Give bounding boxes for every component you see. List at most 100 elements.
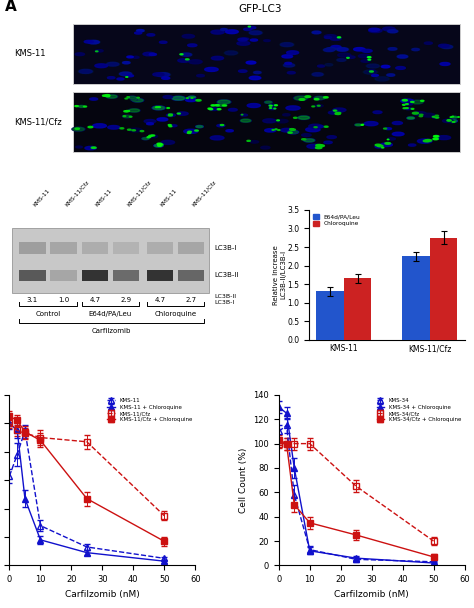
Circle shape: [123, 61, 130, 64]
Circle shape: [305, 96, 310, 97]
Circle shape: [149, 135, 157, 138]
Circle shape: [314, 98, 319, 100]
Circle shape: [90, 98, 98, 100]
Circle shape: [95, 64, 108, 67]
X-axis label: Carfilzomib (nM): Carfilzomib (nM): [65, 590, 140, 599]
Text: LC3B-II
LC3B-I: LC3B-II LC3B-I: [214, 294, 236, 305]
Circle shape: [401, 99, 414, 103]
Circle shape: [240, 119, 251, 122]
Circle shape: [75, 128, 80, 130]
Circle shape: [314, 96, 325, 100]
Circle shape: [211, 57, 224, 60]
Circle shape: [265, 101, 272, 103]
Circle shape: [396, 66, 405, 69]
Circle shape: [189, 96, 195, 98]
Circle shape: [155, 72, 171, 77]
Circle shape: [125, 98, 128, 99]
Circle shape: [411, 108, 414, 109]
Circle shape: [161, 140, 174, 144]
Circle shape: [153, 73, 164, 76]
Circle shape: [355, 124, 361, 126]
Circle shape: [128, 97, 136, 98]
Circle shape: [153, 106, 164, 109]
Circle shape: [293, 96, 308, 100]
Circle shape: [129, 128, 142, 132]
Circle shape: [228, 108, 237, 111]
Circle shape: [181, 53, 191, 56]
Circle shape: [419, 116, 422, 117]
Circle shape: [293, 117, 297, 119]
Text: KMS-11/Cfz: KMS-11/Cfz: [191, 179, 217, 207]
Circle shape: [328, 111, 338, 114]
Circle shape: [385, 128, 392, 130]
Circle shape: [374, 77, 390, 81]
Circle shape: [96, 51, 98, 52]
Circle shape: [299, 98, 305, 100]
Circle shape: [72, 127, 85, 131]
Circle shape: [220, 29, 228, 30]
Circle shape: [248, 30, 263, 35]
Circle shape: [398, 55, 408, 58]
Circle shape: [409, 144, 416, 146]
Circle shape: [250, 140, 259, 143]
Circle shape: [312, 31, 321, 33]
Circle shape: [216, 104, 223, 106]
Circle shape: [195, 130, 198, 131]
Circle shape: [387, 74, 394, 76]
Circle shape: [122, 61, 130, 64]
Circle shape: [336, 47, 349, 51]
Circle shape: [127, 56, 133, 58]
Circle shape: [324, 35, 337, 38]
Text: Carfilzomib: Carfilzomib: [92, 328, 131, 334]
Circle shape: [142, 137, 149, 140]
Circle shape: [169, 114, 173, 115]
Circle shape: [108, 77, 115, 79]
Circle shape: [105, 95, 110, 96]
Circle shape: [411, 100, 423, 104]
Circle shape: [452, 116, 457, 118]
Circle shape: [155, 145, 163, 147]
Circle shape: [303, 139, 315, 142]
Circle shape: [324, 97, 328, 98]
Circle shape: [129, 109, 139, 112]
Circle shape: [385, 142, 391, 144]
Circle shape: [224, 51, 238, 55]
Circle shape: [397, 55, 409, 58]
Circle shape: [250, 39, 257, 41]
Circle shape: [335, 113, 340, 114]
Circle shape: [159, 41, 167, 43]
Circle shape: [241, 119, 251, 122]
Bar: [178, 243, 204, 254]
Circle shape: [264, 40, 270, 41]
Circle shape: [226, 130, 233, 132]
Circle shape: [196, 126, 203, 128]
Bar: [113, 243, 139, 254]
Circle shape: [327, 136, 337, 139]
Circle shape: [423, 140, 430, 142]
Circle shape: [185, 98, 196, 102]
Circle shape: [186, 59, 189, 60]
Circle shape: [144, 120, 156, 123]
Circle shape: [244, 28, 252, 30]
Circle shape: [128, 129, 131, 130]
Circle shape: [166, 114, 175, 117]
Circle shape: [286, 106, 300, 110]
Circle shape: [246, 61, 256, 64]
Circle shape: [383, 128, 387, 129]
Circle shape: [105, 95, 110, 97]
Circle shape: [314, 97, 325, 100]
Circle shape: [240, 114, 247, 116]
Bar: [19, 243, 46, 254]
Circle shape: [210, 136, 224, 140]
Circle shape: [388, 138, 395, 140]
Text: 2.7: 2.7: [185, 297, 197, 303]
Circle shape: [162, 77, 170, 80]
Text: KMS-11/Cfz: KMS-11/Cfz: [126, 179, 152, 207]
Circle shape: [87, 40, 100, 44]
Circle shape: [330, 37, 341, 40]
Circle shape: [283, 64, 294, 67]
Circle shape: [281, 128, 293, 132]
Circle shape: [317, 126, 324, 128]
X-axis label: Carfilzomib (nM): Carfilzomib (nM): [334, 590, 409, 599]
Circle shape: [315, 105, 323, 107]
